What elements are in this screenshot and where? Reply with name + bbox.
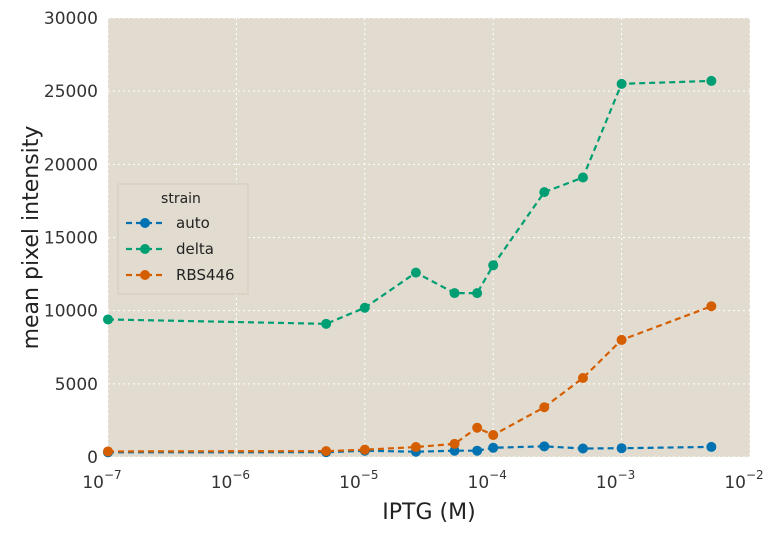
legend: strain auto delta RBS446: [117, 183, 249, 295]
x-tick-label: 10−7: [82, 468, 121, 493]
legend-label: delta: [176, 240, 214, 258]
data-point: [706, 301, 717, 312]
y-tick-label: 0: [87, 448, 98, 468]
data-point: [577, 372, 588, 383]
legend-item-rbs446: RBS446: [126, 266, 235, 284]
y-tick-label: 10000: [44, 302, 98, 322]
data-point: [449, 438, 460, 449]
data-point: [472, 445, 483, 456]
data-point: [103, 446, 113, 457]
legend-marker: [140, 270, 150, 280]
data-point: [488, 260, 499, 271]
tick-labels: 10−7 10−6 10−5 10−4 10−3 10−20500010000150002…: [44, 9, 764, 493]
x-tick-exponent: −7: [104, 468, 122, 482]
data-point: [577, 443, 588, 454]
data-point: [488, 442, 499, 453]
x-tick-label: 10−5: [339, 468, 378, 493]
x-tick-exponent: −6: [232, 468, 250, 482]
y-tick-label: 25000: [44, 82, 98, 102]
data-point: [103, 314, 113, 325]
data-point: [449, 288, 460, 299]
x-tick-base: 10: [468, 473, 490, 493]
data-point: [410, 442, 421, 453]
y-tick-label: 30000: [44, 9, 98, 29]
data-point: [359, 302, 370, 313]
data-point: [359, 444, 370, 455]
legend-label: RBS446: [176, 266, 235, 284]
data-point: [321, 446, 332, 457]
legend-marker: [140, 218, 150, 228]
legend-label: auto: [176, 214, 210, 232]
data-point: [706, 75, 717, 86]
data-point: [472, 422, 483, 433]
legend-marker: [140, 244, 150, 254]
series-rbs446: [103, 301, 717, 457]
y-tick-label: 5000: [55, 375, 98, 395]
x-tick-base: 10: [82, 473, 104, 493]
series-layer: [103, 75, 717, 458]
data-point: [616, 78, 627, 89]
legend-title: strain: [161, 191, 201, 207]
data-point: [410, 267, 421, 278]
x-axis-label: IPTG (M): [382, 500, 475, 525]
data-point: [706, 441, 717, 452]
y-axis-label: mean pixel intensity: [19, 126, 44, 350]
x-tick-base: 10: [596, 473, 618, 493]
series-line: [107, 79, 712, 325]
x-tick-base: 10: [724, 473, 746, 493]
data-point: [488, 430, 499, 441]
data-point: [539, 187, 550, 198]
data-point: [449, 445, 460, 456]
x-tick-exponent: −4: [489, 468, 507, 482]
legend-item-auto: auto: [126, 214, 210, 232]
data-point: [539, 402, 550, 413]
data-point: [539, 441, 550, 452]
x-tick-base: 10: [339, 473, 361, 493]
x-tick-label: 10−6: [211, 468, 250, 493]
x-tick-label: 10−2: [724, 468, 763, 493]
x-tick-label: 10−3: [596, 468, 635, 493]
x-tick-exponent: −2: [746, 468, 764, 482]
x-tick-exponent: −5: [361, 468, 379, 482]
data-point: [616, 443, 627, 454]
x-tick-label: 10−4: [468, 468, 507, 493]
x-tick-base: 10: [211, 473, 233, 493]
data-point: [472, 288, 483, 299]
x-tick-exponent: −3: [618, 468, 636, 482]
y-tick-label: 15000: [44, 229, 98, 249]
data-point: [321, 318, 332, 329]
legend-item-delta: delta: [126, 240, 214, 258]
data-point: [577, 172, 588, 183]
grid: [107, 17, 751, 458]
data-point: [616, 334, 627, 345]
y-tick-label: 20000: [44, 155, 98, 175]
series-delta: [103, 75, 717, 329]
